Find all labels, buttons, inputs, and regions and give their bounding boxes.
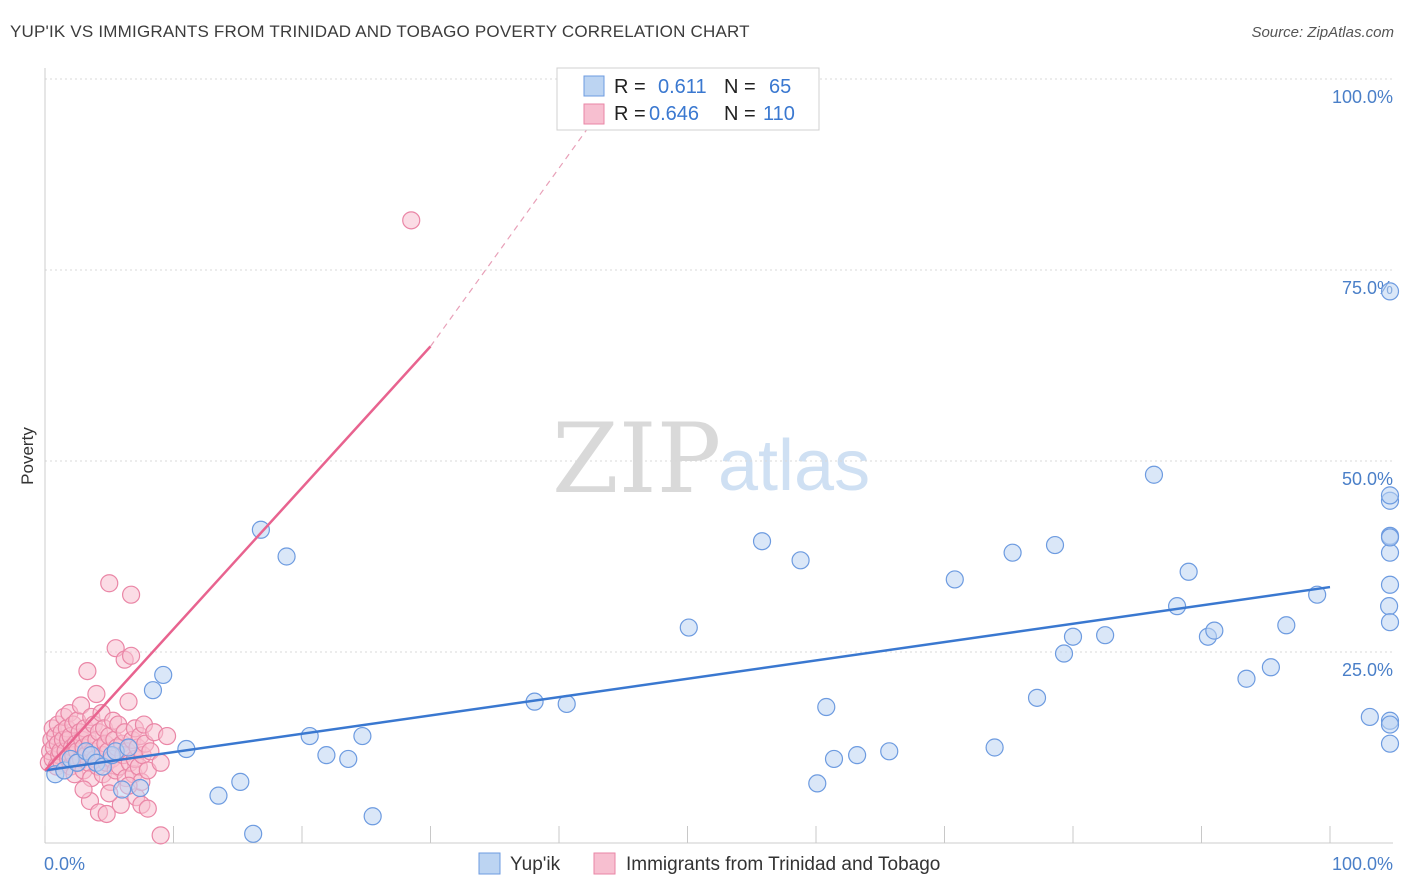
yupik-point-36 — [945, 570, 964, 589]
yupik-point-40 — [1045, 535, 1065, 555]
yupik-point-9 — [112, 780, 132, 799]
trinidad-point-107 — [74, 780, 93, 799]
yupik-point-48 — [1205, 621, 1224, 640]
bottom-legend-label-yupik: Yup'ik — [510, 854, 561, 875]
legend-r-value-trinidad: 0.646 — [649, 103, 699, 125]
legend-n-value-yupik: 65 — [769, 76, 791, 98]
trinidad-point-61 — [100, 574, 119, 593]
yupik-point-12 — [130, 778, 150, 798]
yupik-point-22 — [317, 746, 336, 765]
yupik-point-29 — [752, 532, 772, 551]
yupik-point-32 — [817, 697, 836, 717]
y-tick-label-0: 100.0% — [1332, 87, 1393, 107]
axes — [44, 68, 1393, 844]
yupik-point-43 — [1096, 626, 1115, 645]
y-tick-labels: 100.0% 75.0% 50.0% 25.0% — [1332, 87, 1393, 680]
legend-swatch-trinidad — [583, 103, 605, 125]
yupik-point-42 — [1063, 627, 1083, 646]
trinidad-point-106 — [151, 826, 170, 845]
yupik-point-37 — [985, 738, 1004, 757]
series-yupik-points — [46, 282, 1400, 843]
trinidad-point-99 — [157, 726, 177, 746]
trend-line-yupik — [44, 585, 1331, 772]
x-tick-label-0: 0.0% — [44, 854, 85, 874]
yupik-point-28 — [679, 618, 698, 637]
yupik-point-19 — [244, 824, 263, 843]
trinidad-point-34 — [71, 696, 91, 715]
trinidad-point-82 — [121, 646, 141, 665]
yupik-point-30 — [791, 551, 810, 570]
yupik-point-57 — [1380, 613, 1400, 632]
yupik-point-20 — [277, 547, 296, 566]
trinidad-point-79 — [119, 692, 138, 711]
source-label: Source: ZipAtlas.com — [1251, 24, 1394, 41]
yupik-point-39 — [1027, 688, 1047, 707]
legend-r-label-trinidad: R = — [614, 103, 646, 125]
x-tick-label-1: 100.0% — [1332, 854, 1393, 874]
yupik-point-34 — [848, 746, 867, 765]
yupik-point-23 — [339, 749, 358, 769]
yupik-point-51 — [1277, 616, 1296, 635]
yupik-point-53 — [1360, 707, 1379, 727]
yupik-point-64 — [1380, 528, 1400, 547]
bottom-legend-swatch-trinidad — [593, 852, 616, 875]
yupik-point-58 — [1380, 543, 1400, 562]
yupik-point-62 — [1380, 486, 1400, 505]
trinidad-point-108 — [97, 804, 116, 824]
trinidad-point-109 — [402, 211, 421, 230]
yupik-point-59 — [1380, 715, 1400, 734]
yupik-point-54 — [1380, 597, 1399, 616]
trend-line-trinidad — [44, 345, 432, 772]
legend-r-label-yupik: R = — [614, 76, 646, 98]
yupik-point-11 — [119, 738, 138, 757]
yupik-point-65 — [1380, 734, 1400, 753]
trinidad-point-41 — [78, 661, 97, 681]
x-tick-labels: 0.0% 100.0% — [44, 854, 1393, 874]
yupik-point-25 — [363, 807, 382, 826]
yupik-point-35 — [880, 742, 899, 761]
bottom-legend-swatch-yupik — [478, 852, 501, 875]
yupik-point-31 — [808, 774, 827, 793]
trinidad-point-98 — [151, 753, 170, 772]
legend-n-label-trinidad: N = — [724, 103, 756, 125]
y-tick-label-2: 50.0% — [1342, 469, 1393, 489]
yupik-point-13 — [143, 681, 163, 700]
yupik-point-50 — [1261, 658, 1280, 677]
yupik-point-24 — [353, 726, 372, 746]
chart-title: YUP'IK VS IMMIGRANTS FROM TRINIDAD AND T… — [10, 22, 750, 41]
yupik-point-33 — [824, 749, 844, 769]
trinidad-point-105 — [138, 799, 157, 818]
yupik-point-49 — [1237, 669, 1256, 688]
y-axis-label: Poverty — [18, 427, 37, 485]
yupik-point-61 — [1380, 282, 1400, 301]
yupik-point-16 — [209, 786, 228, 805]
yupik-point-46 — [1179, 562, 1198, 581]
yupik-point-18 — [251, 520, 270, 539]
yupik-point-38 — [1003, 543, 1022, 562]
trend-lines — [44, 78, 1331, 772]
legend-n-value-trinidad: 110 — [763, 103, 795, 125]
yupik-point-17 — [231, 772, 250, 791]
legend-swatch-yupik — [583, 75, 605, 97]
legend-r-value-yupik: 0.611 — [658, 76, 707, 98]
yupik-point-45 — [1167, 597, 1187, 616]
correlation-legend: R = 0.611 N = 65 R = 0.646 N = 110 — [556, 67, 820, 131]
yupik-point-44 — [1144, 465, 1164, 484]
legend-n-label-yupik: N = — [724, 76, 756, 98]
y-tick-label-3: 25.0% — [1342, 660, 1393, 680]
y-tick-label-1: 75.0% — [1342, 278, 1393, 298]
yupik-point-21 — [300, 726, 319, 746]
series-legend: Yup'ik Immigrants from Trinidad and Toba… — [478, 852, 940, 875]
trinidad-point-50 — [87, 684, 106, 704]
trinidad-point-81 — [121, 585, 141, 604]
yupik-point-41 — [1054, 644, 1074, 663]
yupik-point-14 — [154, 665, 173, 685]
watermark-atlas: atlas — [718, 426, 870, 506]
watermark-zip: ZIP — [552, 403, 721, 515]
bottom-legend-label-trinidad: Immigrants from Trinidad and Tobago — [626, 854, 940, 875]
yupik-point-63 — [1380, 575, 1400, 594]
